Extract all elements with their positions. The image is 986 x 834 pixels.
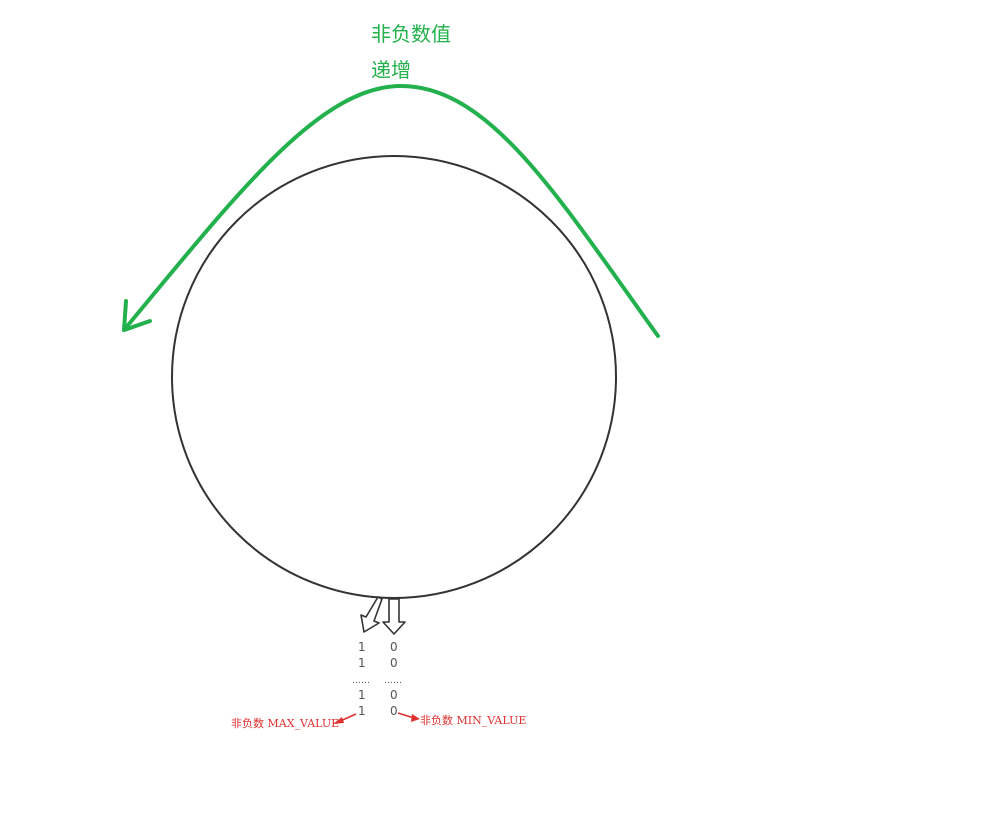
bit-left-1: 1 — [358, 640, 366, 654]
bit-left-4: 1 — [358, 704, 366, 718]
min-pointer-arrow — [397, 712, 415, 719]
direction-label-line2: 递增 — [371, 58, 411, 82]
bit-right-1: 0 — [390, 640, 398, 654]
bit-right-4: 0 — [390, 704, 398, 718]
bit-left-3: 1 — [358, 688, 366, 702]
bit-right-2: 0 — [390, 656, 398, 670]
min-pointer-arrowhead — [411, 714, 420, 722]
min-side-hollow-arrow — [382, 598, 406, 635]
max-pointer-arrowhead — [333, 717, 344, 724]
max-value-label: 非负数 MAX_VALUE — [231, 716, 339, 730]
bit-right-ellipsis: …… — [384, 676, 402, 686]
bit-left-2: 1 — [358, 656, 366, 670]
direction-label-line1: 非负数值 — [371, 22, 451, 46]
min-value-label: 非负数 MIN_VALUE — [420, 713, 526, 727]
bit-left-ellipsis: …… — [352, 676, 370, 686]
increasing-direction-arrow — [122, 83, 660, 338]
max-side-hollow-arrow — [360, 596, 383, 633]
bit-right-3: 0 — [390, 688, 398, 702]
increasing-direction-arrowhead — [122, 299, 152, 332]
value-circle — [171, 155, 617, 599]
